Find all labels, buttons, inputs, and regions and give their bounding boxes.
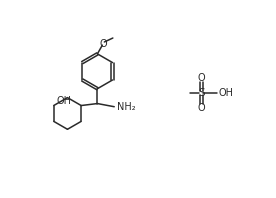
Text: OH: OH <box>57 96 72 106</box>
Text: OH: OH <box>219 88 234 98</box>
Text: O: O <box>198 73 205 83</box>
Text: O: O <box>100 39 107 49</box>
Text: NH₂: NH₂ <box>117 102 135 112</box>
Text: O: O <box>198 103 205 113</box>
Text: S: S <box>198 88 205 98</box>
